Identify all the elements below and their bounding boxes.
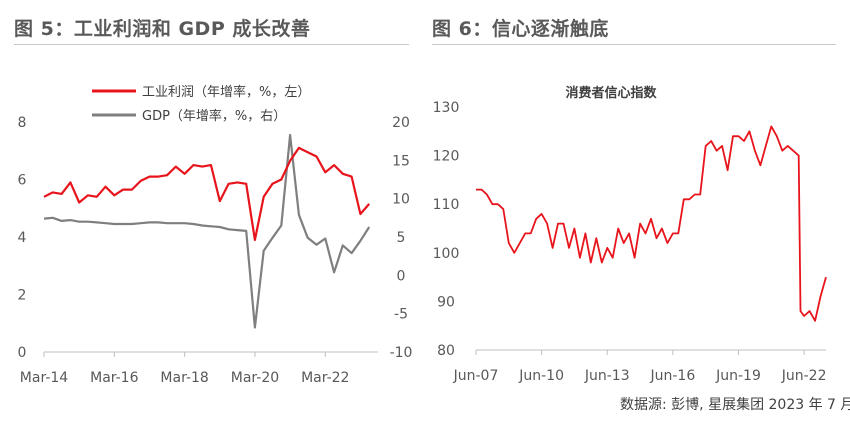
- y-left-tick-label: 2: [18, 288, 27, 304]
- figure5-title: 图 5：工业利润和 GDP 成长改善: [14, 18, 311, 40]
- x-tick-label: Jun-10: [518, 368, 564, 384]
- x-tick-label: Jun-13: [584, 368, 630, 384]
- figure6-title-rule: [432, 44, 836, 45]
- y-right-tick-label: 5: [397, 230, 406, 246]
- x-tick-label: Jun-16: [650, 368, 696, 384]
- consumer-confidence-series-line: [476, 125, 827, 322]
- x-tick-label: Mar-22: [301, 370, 349, 386]
- industrial-profit-series-line: [43, 146, 371, 241]
- legend-profit-label: 工业利润（年增率，%，左）: [142, 84, 310, 100]
- chart-title: 消费者信心指数: [565, 85, 657, 101]
- y-right-tick-label: 15: [392, 153, 410, 169]
- figure6-title: 图 6：信心逐渐触底: [432, 18, 609, 40]
- x-tick-label: Mar-14: [20, 370, 68, 386]
- y-right-tick-label: 0: [397, 268, 406, 284]
- x-tick-label: Jun-07: [453, 368, 499, 384]
- y-tick-label: 90: [437, 294, 455, 310]
- y-right-tick-label: -5: [394, 307, 408, 323]
- y-right-tick-label: 10: [392, 192, 410, 208]
- source-note: 数据源: 彭博, 星展集团 2023 年 7 月: [620, 397, 850, 413]
- x-tick-label: Jun-22: [781, 368, 827, 384]
- gdp-series-line: [43, 133, 371, 329]
- y-left-tick-label: 6: [18, 173, 27, 189]
- legend-gdp-label: GDP（年增率，%，右）: [142, 108, 286, 124]
- y-right-tick-label: 20: [392, 115, 410, 131]
- y-tick-label: 110: [433, 197, 460, 213]
- x-tick-label: Mar-16: [90, 370, 138, 386]
- x-tick-label: Mar-20: [231, 370, 279, 386]
- y-tick-label: 130: [433, 100, 460, 116]
- x-tick-label: Mar-18: [160, 370, 208, 386]
- y-tick-label: 120: [433, 149, 460, 165]
- y-tick-label: 80: [437, 343, 455, 359]
- y-left-tick-label: 0: [18, 345, 27, 361]
- y-right-tick-label: -10: [390, 345, 413, 361]
- y-left-tick-label: 8: [18, 115, 27, 131]
- y-tick-label: 100: [433, 246, 460, 262]
- x-tick-label: Jun-19: [715, 368, 761, 384]
- y-left-tick-label: 4: [18, 230, 27, 246]
- figure5-title-rule: [14, 44, 409, 45]
